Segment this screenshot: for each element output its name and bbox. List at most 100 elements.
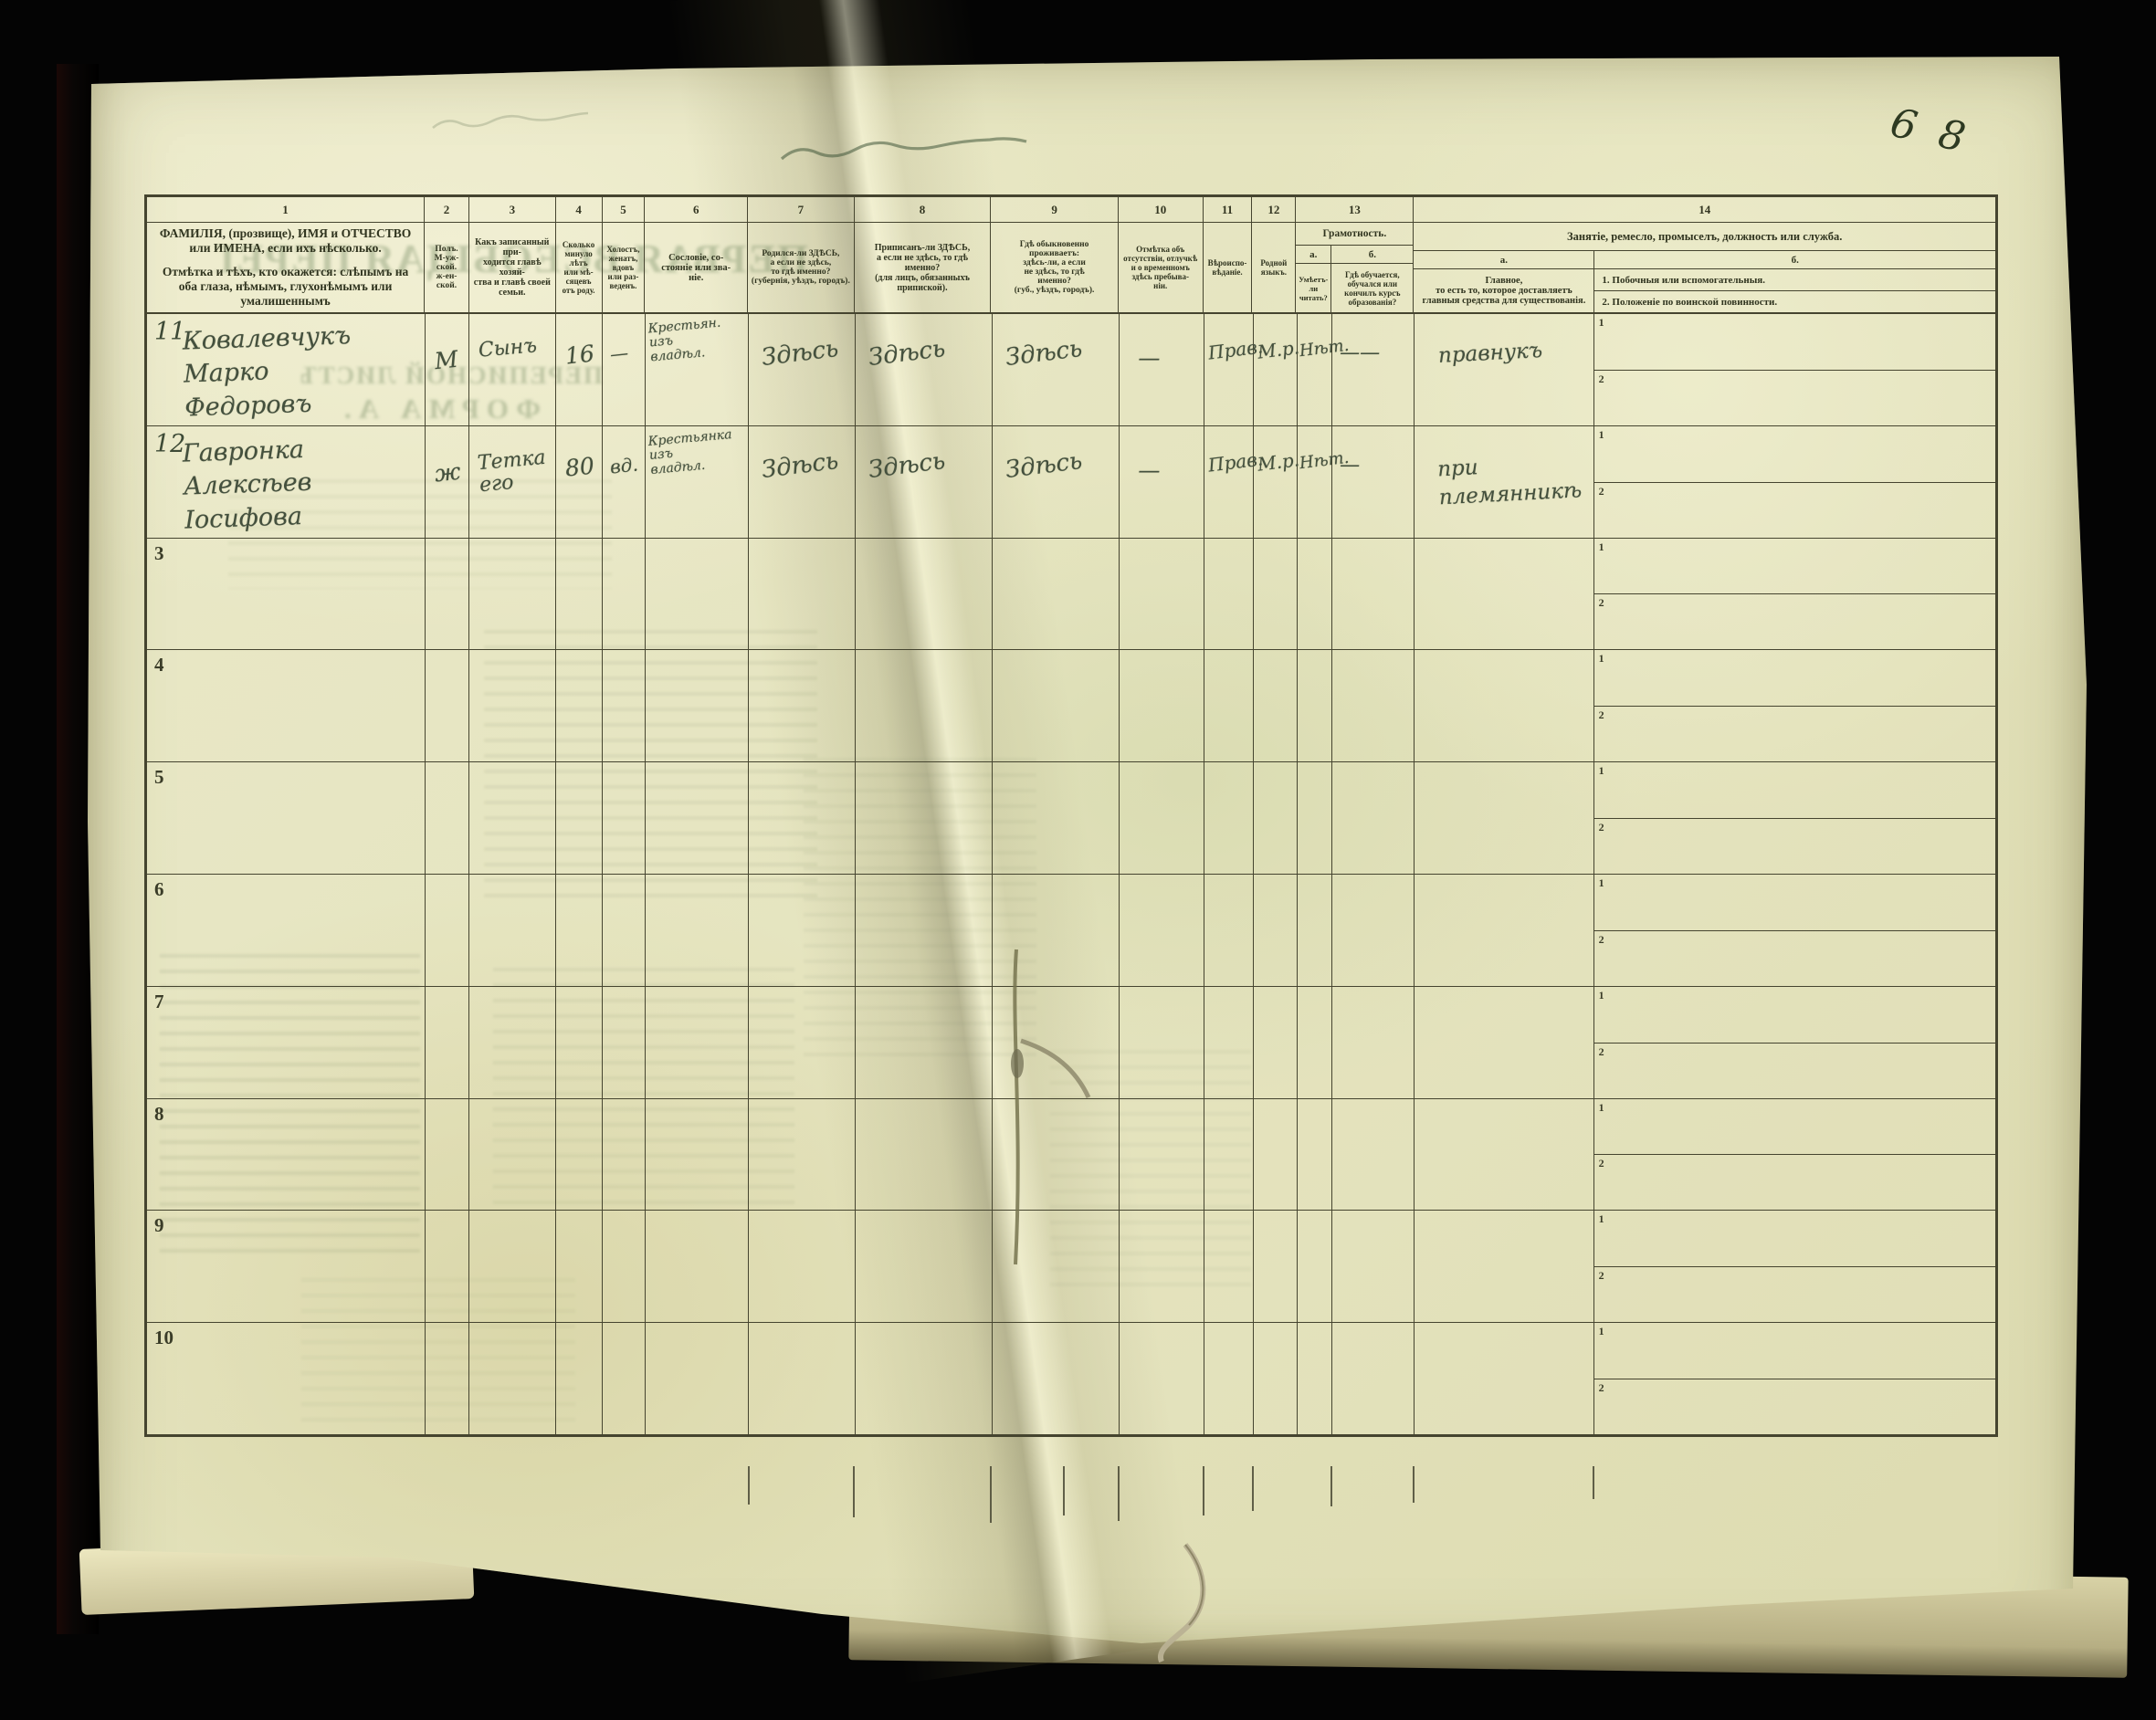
cell-religion (1204, 538, 1255, 650)
cell-sex: М (426, 314, 470, 425)
cell-occupation-side: 1 2 (1593, 314, 1995, 425)
row-number: 8 (154, 1102, 164, 1125)
cell-occupation-side: 1 2 (1593, 1211, 1995, 1322)
cell-religion (1204, 1323, 1255, 1434)
cell-reads: Нѣт. (1298, 314, 1351, 425)
occupation-side-subrow-2: 2 (1593, 1154, 1995, 1210)
cell-registered-here: Здѣсь (856, 314, 993, 425)
cell-language (1254, 1098, 1299, 1211)
cell-educated (1332, 762, 1415, 874)
occupation-side-subrow-1: 1 (1598, 1212, 1604, 1226)
cell-age (556, 986, 604, 1098)
occupation-side-subrow-2: 2 (1593, 369, 1995, 425)
header-col-estate: 6 Сословіе, со- стояніе или зва- ніе. (645, 197, 749, 312)
header-col-age: 4 Сколько минуло лѣтъ или мѣ- сяцевъ отъ… (555, 197, 603, 312)
cell-relation (469, 986, 557, 1098)
cell-occupation-main (1415, 874, 1594, 986)
cell-absence (1120, 762, 1205, 874)
header-col-occupation-main: а. Главное, то есть то, которое доставля… (1414, 251, 1594, 312)
cell-born-here (749, 1098, 856, 1211)
table-row: 10 1 2 (147, 1323, 1995, 1434)
cell-estate: Крестьянка изъ владѣл. (646, 425, 750, 538)
cell-language (1254, 986, 1299, 1098)
cell-marital: вд. (603, 425, 647, 538)
occupation-side-subrow-2: 2 (1593, 1042, 1995, 1098)
cell-religion: Прав. (1204, 314, 1265, 425)
cell-estate (646, 1211, 750, 1323)
occupation-side-subrow-1: 1 (1598, 652, 1604, 666)
header-col-reads: а. Умѣетъ- ли читать? (1296, 246, 1331, 312)
row-number: 9 (154, 1214, 164, 1237)
header-col-name: 1 ФАМИЛІЯ, (прозвище), ИМЯ и ОТЧЕСТВО ил… (147, 197, 426, 312)
occupation-side-subrow-2: 2 (1593, 706, 1995, 761)
occupation-side-subrow-1: 1 (1598, 316, 1604, 329)
bleedthrough-paragraph (484, 630, 817, 904)
table-row: 11 Ковалевчукъ Марко Федоровъ М Сынъ 16 … (147, 314, 1995, 426)
cell-absence (1120, 986, 1205, 1098)
row-number: 3 (154, 541, 164, 564)
occupation-side-subrow-2: 2 (1593, 818, 1995, 874)
cell-educated (1332, 1323, 1415, 1434)
cell-language (1254, 762, 1299, 874)
header-col-occupation-side: б. 1. Побочныя или вспомогательныя. 2. П… (1593, 251, 1995, 312)
occupation-side-subrow-2: 2 (1593, 1379, 1995, 1434)
cell-religion (1204, 1211, 1255, 1323)
cell-age: 80 (556, 425, 604, 538)
cell-occupation-side: 1 2 (1593, 875, 1995, 986)
cell-absence (1120, 1098, 1205, 1211)
cell-sex (426, 1323, 470, 1434)
table-body: 11 Ковалевчукъ Марко Федоровъ М Сынъ 16 … (147, 314, 1995, 1434)
cell-absence (1120, 650, 1205, 762)
header-col-religion: 11 Вѣроиспо- вѣданіе. (1203, 197, 1253, 312)
header-col-marital: 5 Холостъ, женатъ, вдовъ или раз- веденъ… (602, 197, 646, 312)
occupation-side-subrow-1: 1 (1598, 988, 1604, 1002)
header-col-registered: 8 Приписанъ-ли ЗДѢСЬ, а если не здѣсь, т… (854, 197, 992, 312)
cell-resides (993, 762, 1120, 874)
cell-registered-here (856, 538, 993, 650)
table-row: 6 1 2 (147, 874, 1995, 987)
occupation-side-subrow-2: 2 (1593, 1266, 1995, 1322)
cell-born-here: Здѣсь (749, 425, 856, 538)
cell-religion (1204, 650, 1255, 762)
cell-resides (993, 1323, 1120, 1434)
cell-educated (1332, 538, 1415, 650)
cell-sex (426, 538, 470, 650)
cell-resides (993, 538, 1120, 650)
table-header: 1 ФАМИЛІЯ, (прозвище), ИМЯ и ОТЧЕСТВО ил… (147, 197, 1995, 314)
cell-occupation-main: при племянникѣ (1415, 425, 1594, 538)
occupation-side-subrow-1: 1 (1598, 1100, 1604, 1114)
cell-sex (426, 1098, 470, 1211)
cell-name: 9 (147, 1211, 426, 1323)
cell-age (556, 874, 604, 986)
cell-reads (1298, 1098, 1333, 1211)
cell-relation (469, 538, 557, 650)
cell-reads (1298, 986, 1333, 1098)
cell-occupation-side: 1 2 (1593, 1323, 1995, 1434)
cell-registered-here (856, 650, 993, 762)
cell-reads (1298, 1323, 1333, 1434)
occupation-side-item-2: 2. Положеніе по воинской повинности. (1594, 290, 1995, 312)
table-row: 4 1 2 (147, 650, 1995, 763)
cell-religion (1204, 874, 1255, 986)
cell-educated (1332, 1098, 1415, 1211)
cell-reads (1298, 650, 1333, 762)
cell-occupation-side: 1 2 (1593, 650, 1995, 761)
table-row: 12 Гавронка Алексѣев Іосифова ж Тетка ег… (147, 425, 1995, 539)
cell-absence: — (1120, 425, 1205, 538)
occupation-side-subrow-2: 2 (1593, 593, 1995, 649)
cell-registered-here (856, 1211, 993, 1323)
cell-marital (603, 762, 647, 874)
cell-registered-here (856, 986, 993, 1098)
cell-name: 7 (147, 986, 426, 1098)
table-row: 8 1 2 (147, 1098, 1995, 1211)
cell-resides (993, 650, 1120, 762)
cell-language: М.р. (1254, 425, 1300, 538)
cell-religion (1204, 986, 1255, 1098)
cell-absence (1120, 1211, 1205, 1323)
cell-language (1254, 1323, 1299, 1434)
cell-born-here: Здѣсь (749, 314, 856, 425)
cell-born-here (749, 986, 856, 1098)
cell-estate (646, 650, 750, 762)
cell-marital (603, 986, 647, 1098)
cell-registered-here (856, 1323, 993, 1434)
